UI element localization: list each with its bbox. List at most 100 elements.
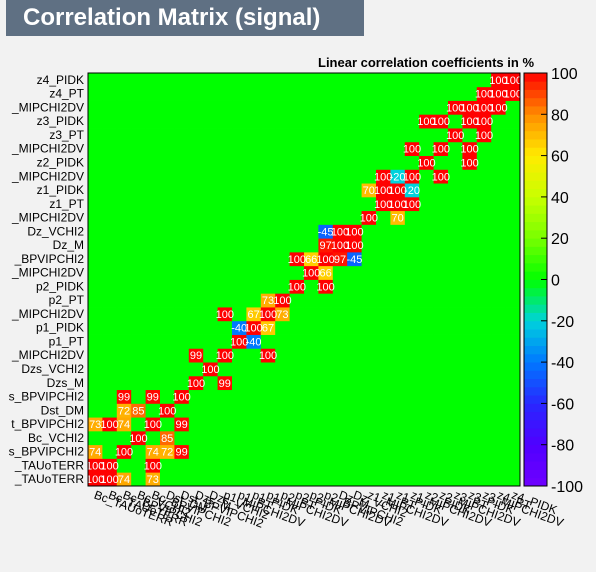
heatmap-cell: [448, 155, 463, 170]
heatmap-cell: [160, 141, 175, 156]
heatmap-cell: [505, 169, 521, 184]
heatmap-cell: [260, 375, 276, 391]
heatmap-cell: [188, 128, 204, 143]
heatmap-cell: [419, 389, 434, 404]
heatmap-cell: [318, 265, 334, 280]
heatmap-cell: [260, 86, 276, 101]
heatmap-cell: [332, 196, 348, 212]
heatmap-cell: [448, 430, 463, 446]
heatmap-cell: [203, 430, 218, 446]
heatmap-cell: [390, 293, 406, 308]
color-scale-tick-label: -20: [551, 314, 574, 331]
heatmap-cell: [361, 196, 377, 212]
heatmap-cell: [505, 458, 521, 473]
heatmap-cell: [332, 183, 348, 198]
heatmap-cell: [361, 100, 377, 115]
heatmap-cell: [217, 141, 233, 156]
heatmap-cell: [145, 73, 161, 88]
heatmap-cell: [462, 196, 478, 212]
color-scale-step: [524, 114, 547, 123]
color-scale-tick-label: 80: [551, 107, 569, 124]
cell-value-label: 100: [331, 226, 349, 238]
heatmap-cell: [116, 458, 132, 473]
color-scale-step: [524, 147, 547, 156]
heatmap-cell: [131, 86, 146, 101]
heatmap-cell: [462, 348, 478, 363]
heatmap-cell: [419, 73, 434, 88]
chart-title: Correlation Matrix (signal): [6, 0, 364, 36]
heatmap-cell: [505, 444, 521, 459]
heatmap-cell: [505, 196, 521, 212]
heatmap-cell: [318, 472, 334, 487]
cell-value-label: 100: [187, 378, 205, 390]
heatmap-cell: [232, 472, 247, 487]
heatmap-cell: [275, 444, 290, 459]
heatmap-cell: [275, 458, 290, 473]
heatmap-cell: [404, 389, 420, 404]
heatmap-cell: [332, 348, 348, 363]
heatmap-cell: [476, 348, 492, 363]
heatmap-cell: [203, 458, 218, 473]
heatmap-cell: [476, 307, 492, 322]
heatmap-cell: [246, 472, 262, 487]
cell-value-label: 100: [432, 116, 450, 128]
heatmap-cell: [433, 472, 449, 487]
color-scale-step: [524, 337, 547, 346]
cell-value-label: 100: [115, 447, 133, 459]
color-scale-step: [524, 370, 547, 380]
heatmap-cell: [88, 128, 103, 143]
row-label: z1_PIDK: [37, 183, 84, 197]
heatmap-cell: [174, 73, 190, 88]
heatmap-cell: [203, 155, 218, 170]
heatmap-cell: [390, 320, 406, 335]
heatmap-cell: [116, 128, 132, 143]
heatmap-cell: [131, 224, 146, 239]
heatmap-cell: [304, 430, 319, 446]
heatmap-cell: [376, 444, 391, 459]
color-scale-step: [524, 172, 547, 181]
heatmap-cell: [476, 334, 492, 349]
heatmap-cell: [332, 114, 348, 129]
heatmap-cell: [491, 114, 506, 129]
heatmap-cell: [404, 307, 420, 322]
heatmap-cell: [404, 348, 420, 363]
heatmap-cell: [491, 430, 506, 446]
heatmap-cell: [304, 334, 319, 349]
heatmap-cell: [145, 155, 161, 170]
heatmap-cell: [361, 114, 377, 129]
heatmap-cell: [260, 293, 276, 308]
heatmap-cell: [145, 444, 161, 459]
heatmap-cell: [448, 348, 463, 363]
heatmap-cell: [131, 114, 146, 129]
heatmap-cell: [491, 444, 506, 459]
heatmap-cell: [116, 183, 132, 198]
row-label: Dz_M: [53, 238, 84, 252]
heatmap-cell: [462, 430, 478, 446]
heatmap-cell: [260, 458, 276, 473]
heatmap-cell: [203, 251, 218, 267]
color-scale-step: [524, 130, 547, 140]
heatmap-cell: [188, 334, 204, 349]
heatmap-cell: [88, 375, 103, 391]
heatmap-cell: [390, 307, 406, 322]
heatmap-cell: [102, 417, 118, 432]
row-label: Dst_DM: [41, 403, 84, 417]
heatmap-cell: [160, 348, 175, 363]
heatmap-cell: [289, 169, 305, 184]
color-scale-step: [524, 106, 547, 115]
heatmap-cell: [217, 389, 233, 404]
heatmap-cell: [347, 155, 362, 170]
heatmap-cell: [188, 114, 204, 129]
heatmap-cell: [289, 348, 305, 363]
color-scale-step: [524, 403, 547, 413]
heatmap-cell: [260, 362, 276, 377]
heatmap-cells: [88, 73, 521, 487]
heatmap-cell: [275, 73, 290, 88]
heatmap-cell: [462, 169, 478, 184]
cell-value-label: -20: [404, 185, 420, 197]
heatmap-cell: [419, 444, 434, 459]
heatmap-cell: [448, 100, 463, 115]
heatmap-cell: [102, 128, 118, 143]
heatmap-cell: [390, 196, 406, 212]
cell-value-label: 66: [319, 268, 331, 280]
